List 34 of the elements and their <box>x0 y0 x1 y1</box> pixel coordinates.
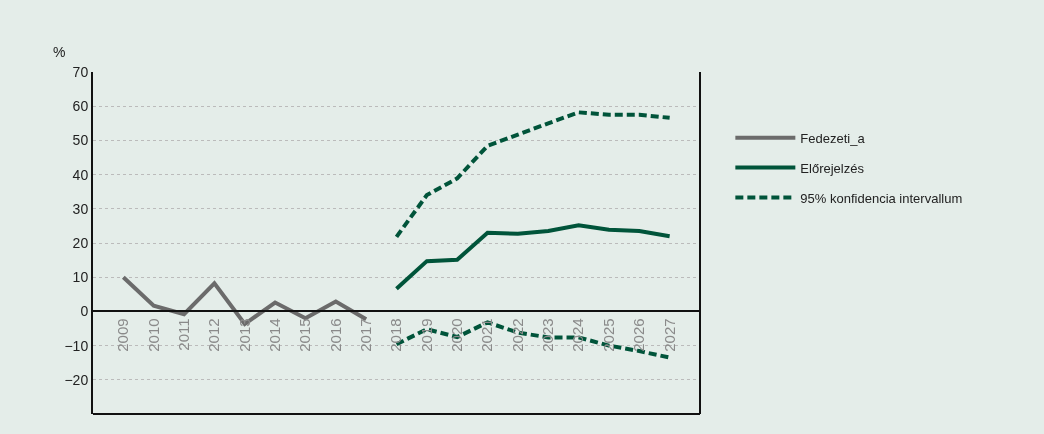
y-tick-label: 40 <box>72 166 89 183</box>
x-tick-label: 2012 <box>205 318 223 352</box>
line-series <box>394 223 672 291</box>
legend-label: Előrejelzés <box>800 160 865 176</box>
x-tick-label: 2025 <box>599 318 617 352</box>
x-tick-label: 2027 <box>660 318 678 352</box>
y-tick-label: −20 <box>64 371 89 388</box>
x-tick-label: 2018 <box>387 318 405 352</box>
legend-label: 95% konfidencia intervallum <box>800 190 963 206</box>
x-tick-label: 2015 <box>296 318 314 352</box>
y-tick-label: −10 <box>64 337 89 354</box>
x-tick-label: 2017 <box>357 318 375 352</box>
legend-label: Fedezeti_a <box>800 130 866 146</box>
x-tick-label: 2011 <box>174 318 192 351</box>
x-tick-label: 2016 <box>326 318 344 352</box>
x-tick-label: 2024 <box>569 318 587 352</box>
x-tick-label: 2009 <box>114 318 132 352</box>
x-tick-label: 2021 <box>478 318 496 352</box>
y-tick-label: 20 <box>72 234 89 251</box>
y-tick-label: 0 <box>80 303 89 320</box>
y-tick-label: 70 <box>72 63 89 80</box>
x-tick-label: 2019 <box>417 318 435 352</box>
x-tick-label: 2026 <box>630 318 648 352</box>
y-tick-label: 10 <box>72 269 89 286</box>
y-tick-label: 30 <box>72 200 89 217</box>
x-tick-label: 2010 <box>144 318 162 352</box>
x-tick-label: 2020 <box>448 318 466 352</box>
y-axis-title: % <box>53 44 66 60</box>
x-tick-label: 2022 <box>508 318 526 352</box>
x-tick-label: 2023 <box>539 318 557 352</box>
y-tick-label: 50 <box>72 132 89 149</box>
y-tick-label: 60 <box>72 98 89 115</box>
x-tick-label: 2014 <box>265 318 283 352</box>
line-series <box>394 110 672 239</box>
